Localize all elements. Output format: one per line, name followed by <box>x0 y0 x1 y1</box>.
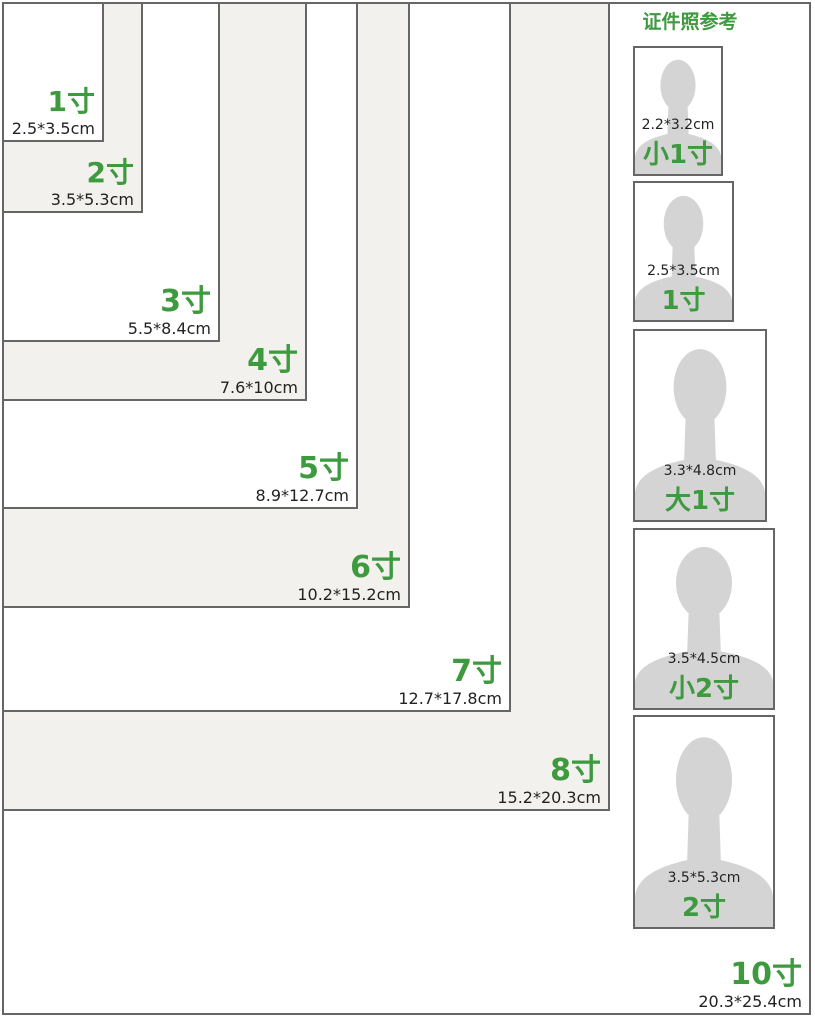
print-size-dimensions: 12.7*17.8cm <box>398 689 502 708</box>
print-size-label: 1寸 <box>48 85 95 118</box>
id-photo-label: 1寸 <box>661 286 705 316</box>
id-photo-label: 小2寸 <box>669 674 739 704</box>
print-size-dimensions: 5.5*8.4cm <box>128 319 211 338</box>
print-size-dimensions: 2.5*3.5cm <box>12 119 95 138</box>
silhouette-head <box>676 737 732 822</box>
print-size-area <box>2 2 104 142</box>
silhouette-body <box>635 107 721 174</box>
silhouette-body <box>635 815 773 927</box>
id-photo-label: 大1寸 <box>665 486 735 516</box>
title: 证件照参考 <box>642 10 737 33</box>
print-size-label: 7寸 <box>451 654 502 689</box>
print-size-dimensions: 7.6*10cm <box>220 378 298 397</box>
print-size-dimensions: 20.3*25.4cm <box>698 992 802 1011</box>
id-photo-dimensions: 3.3*4.8cm <box>664 463 737 479</box>
print-size-dimensions: 10.2*15.2cm <box>297 585 401 604</box>
id-photo: 3.3*4.8cm 大1寸 <box>633 329 767 522</box>
print-size-label: 10寸 <box>730 957 802 992</box>
id-photo-dimensions: 3.5*5.3cm <box>668 870 741 886</box>
print-size-label: 3寸 <box>160 284 211 319</box>
silhouette-body <box>635 247 732 320</box>
id-photo: 2.5*3.5cm 1寸 <box>633 181 734 322</box>
print-size-label: 6寸 <box>350 550 401 585</box>
id-photo: 3.5*4.5cm 小2寸 <box>633 528 775 710</box>
silhouette-body <box>635 419 765 520</box>
silhouette-body <box>635 613 773 708</box>
id-photo-label: 小1寸 <box>643 140 713 170</box>
id-photo-dimensions: 2.2*3.2cm <box>642 117 715 133</box>
print-size-dimensions: 15.2*20.3cm <box>497 788 601 807</box>
print-size-dimensions: 3.5*5.3cm <box>51 190 134 209</box>
print-size-label: 2寸 <box>87 156 134 189</box>
id-photo: 2.2*3.2cm 小1寸 <box>633 46 723 176</box>
print-size-label: 5寸 <box>298 451 349 486</box>
id-photo-label: 2寸 <box>682 893 726 923</box>
id-photo-dimensions: 3.5*4.5cm <box>668 651 741 667</box>
silhouette-head <box>663 195 704 252</box>
id-photo: 3.5*5.3cm 2寸 <box>633 715 775 929</box>
print-size-label: 4寸 <box>247 343 298 378</box>
silhouette-head <box>676 547 732 619</box>
silhouette-head <box>660 59 696 111</box>
silhouette-head <box>673 349 727 426</box>
id-photo-dimensions: 2.5*3.5cm <box>647 263 720 279</box>
print-size-dimensions: 8.9*12.7cm <box>256 486 349 505</box>
print-size-label: 8寸 <box>550 753 601 788</box>
